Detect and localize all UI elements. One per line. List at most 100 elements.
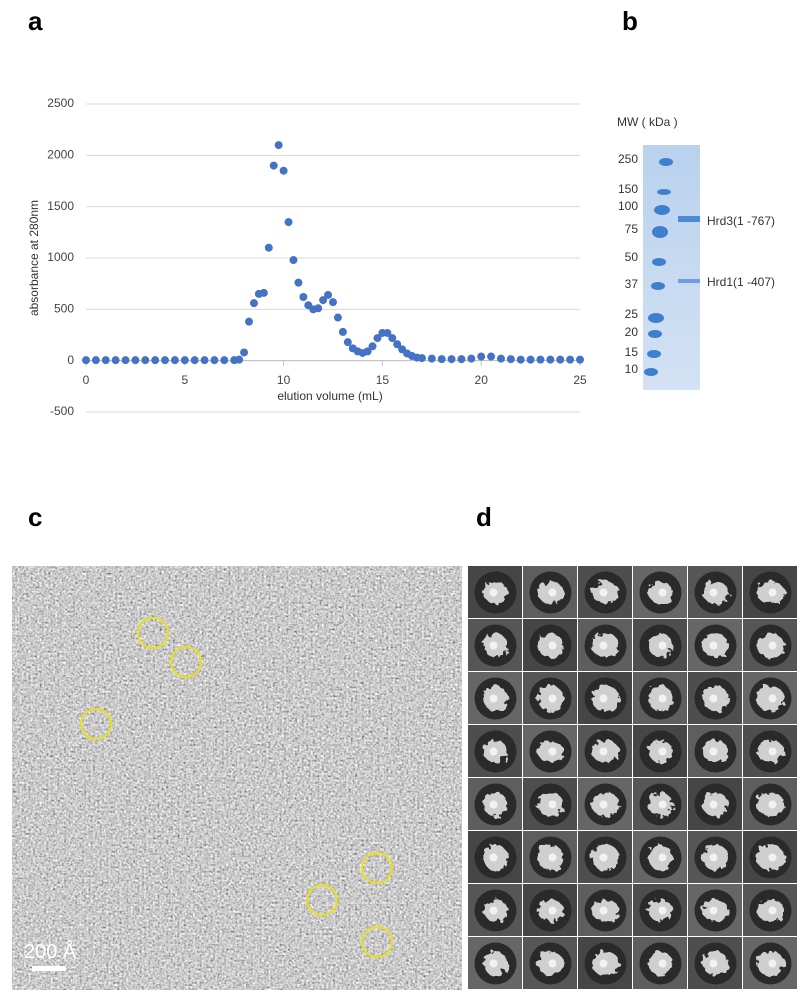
scale-bar	[32, 966, 66, 971]
class-core	[599, 800, 608, 809]
data-point	[338, 327, 347, 336]
x-tick-label: 5	[181, 373, 188, 387]
class-core	[489, 959, 498, 968]
data-point	[121, 356, 130, 365]
chromatogram: -500 0 500 1000 1500 2000 2500 0 5 10 15 20 25	[47, 96, 587, 418]
class-core	[768, 853, 777, 862]
y-tick-label: -500	[50, 404, 74, 418]
mw-marker-label: 10	[625, 362, 639, 376]
band-label: Hrd1(1 -407)	[707, 275, 775, 289]
class-core	[548, 959, 557, 968]
class-core	[768, 641, 777, 650]
y-axis-label: absorbance at 280nm	[27, 200, 41, 316]
class-core	[599, 588, 608, 597]
data-point	[284, 218, 293, 227]
class-core	[709, 853, 718, 862]
mw-marker-label: 25	[625, 307, 639, 321]
gel-image	[643, 145, 700, 390]
data-point	[269, 161, 278, 170]
mw-marker-label: 250	[618, 152, 638, 166]
band	[678, 216, 700, 222]
band-label: Hrd3(1 -767)	[707, 214, 775, 228]
panel-label: b	[622, 6, 638, 36]
panel-label: a	[28, 6, 43, 36]
data-point	[299, 293, 308, 302]
class-core	[658, 747, 667, 756]
class-core	[548, 906, 557, 915]
class-core	[599, 853, 608, 862]
panel-label: d	[476, 502, 492, 532]
class-core	[709, 747, 718, 756]
data-point	[259, 288, 268, 297]
data-point	[220, 356, 229, 365]
class-core	[489, 853, 498, 862]
class-core	[768, 588, 777, 597]
class-core	[489, 747, 498, 756]
class-core	[489, 800, 498, 809]
mw-marker-label: 37	[625, 277, 639, 291]
x-tick-label: 25	[573, 373, 587, 387]
data-point	[314, 304, 323, 313]
class-core	[599, 959, 608, 968]
micrograph: 200 Å	[12, 566, 462, 990]
class-core	[768, 747, 777, 756]
mw-marker-label: 15	[625, 345, 639, 359]
class-core	[489, 694, 498, 703]
class-core	[658, 800, 667, 809]
data-point	[170, 356, 179, 365]
x-axis-label: elution volume (mL)	[277, 389, 382, 403]
class-core	[599, 641, 608, 650]
class-core	[548, 800, 557, 809]
mw-marker-label: 100	[618, 199, 638, 213]
class-averages	[468, 566, 797, 989]
data-point	[141, 356, 150, 365]
class-core	[709, 800, 718, 809]
x-tick-label: 15	[376, 373, 390, 387]
class-core	[768, 906, 777, 915]
y-tick-label: 1000	[47, 250, 74, 264]
class-core	[709, 588, 718, 597]
class-core	[599, 906, 608, 915]
class-core	[599, 694, 608, 703]
class-core	[768, 959, 777, 968]
ladder-lane	[644, 158, 673, 376]
mw-markers: 250 150 100 75 50 37 25 20 15 10	[618, 152, 638, 376]
class-core	[658, 906, 667, 915]
data-point	[363, 347, 372, 356]
data-point	[294, 278, 303, 287]
data-point	[447, 355, 456, 364]
data-point	[200, 356, 209, 365]
data-point	[245, 317, 254, 326]
y-tick-label: 0	[67, 353, 74, 367]
class-core	[658, 641, 667, 650]
class-core	[489, 906, 498, 915]
data-point	[506, 355, 515, 364]
class-core	[658, 694, 667, 703]
data-point	[180, 356, 189, 365]
data-point	[566, 355, 575, 364]
data-point	[427, 354, 436, 363]
data-point	[477, 352, 486, 361]
x-tick-label: 0	[83, 373, 90, 387]
class-core	[599, 747, 608, 756]
y-tick-label: 1500	[47, 199, 74, 213]
data-point	[161, 356, 170, 365]
class-core	[658, 959, 667, 968]
class-core	[548, 641, 557, 650]
data-point	[289, 256, 298, 265]
data-point	[329, 298, 337, 307]
data-point	[487, 352, 496, 361]
data-point	[264, 243, 273, 252]
class-core	[709, 906, 718, 915]
data-point	[417, 354, 426, 363]
class-core	[548, 694, 557, 703]
mw-marker-label: 20	[625, 325, 639, 339]
mw-marker-label: 50	[625, 250, 639, 264]
data-point	[393, 340, 402, 349]
class-core	[658, 853, 667, 862]
data-point	[319, 296, 328, 305]
class-core	[548, 853, 557, 862]
data-point	[324, 290, 333, 299]
particle-circles	[80, 617, 393, 958]
